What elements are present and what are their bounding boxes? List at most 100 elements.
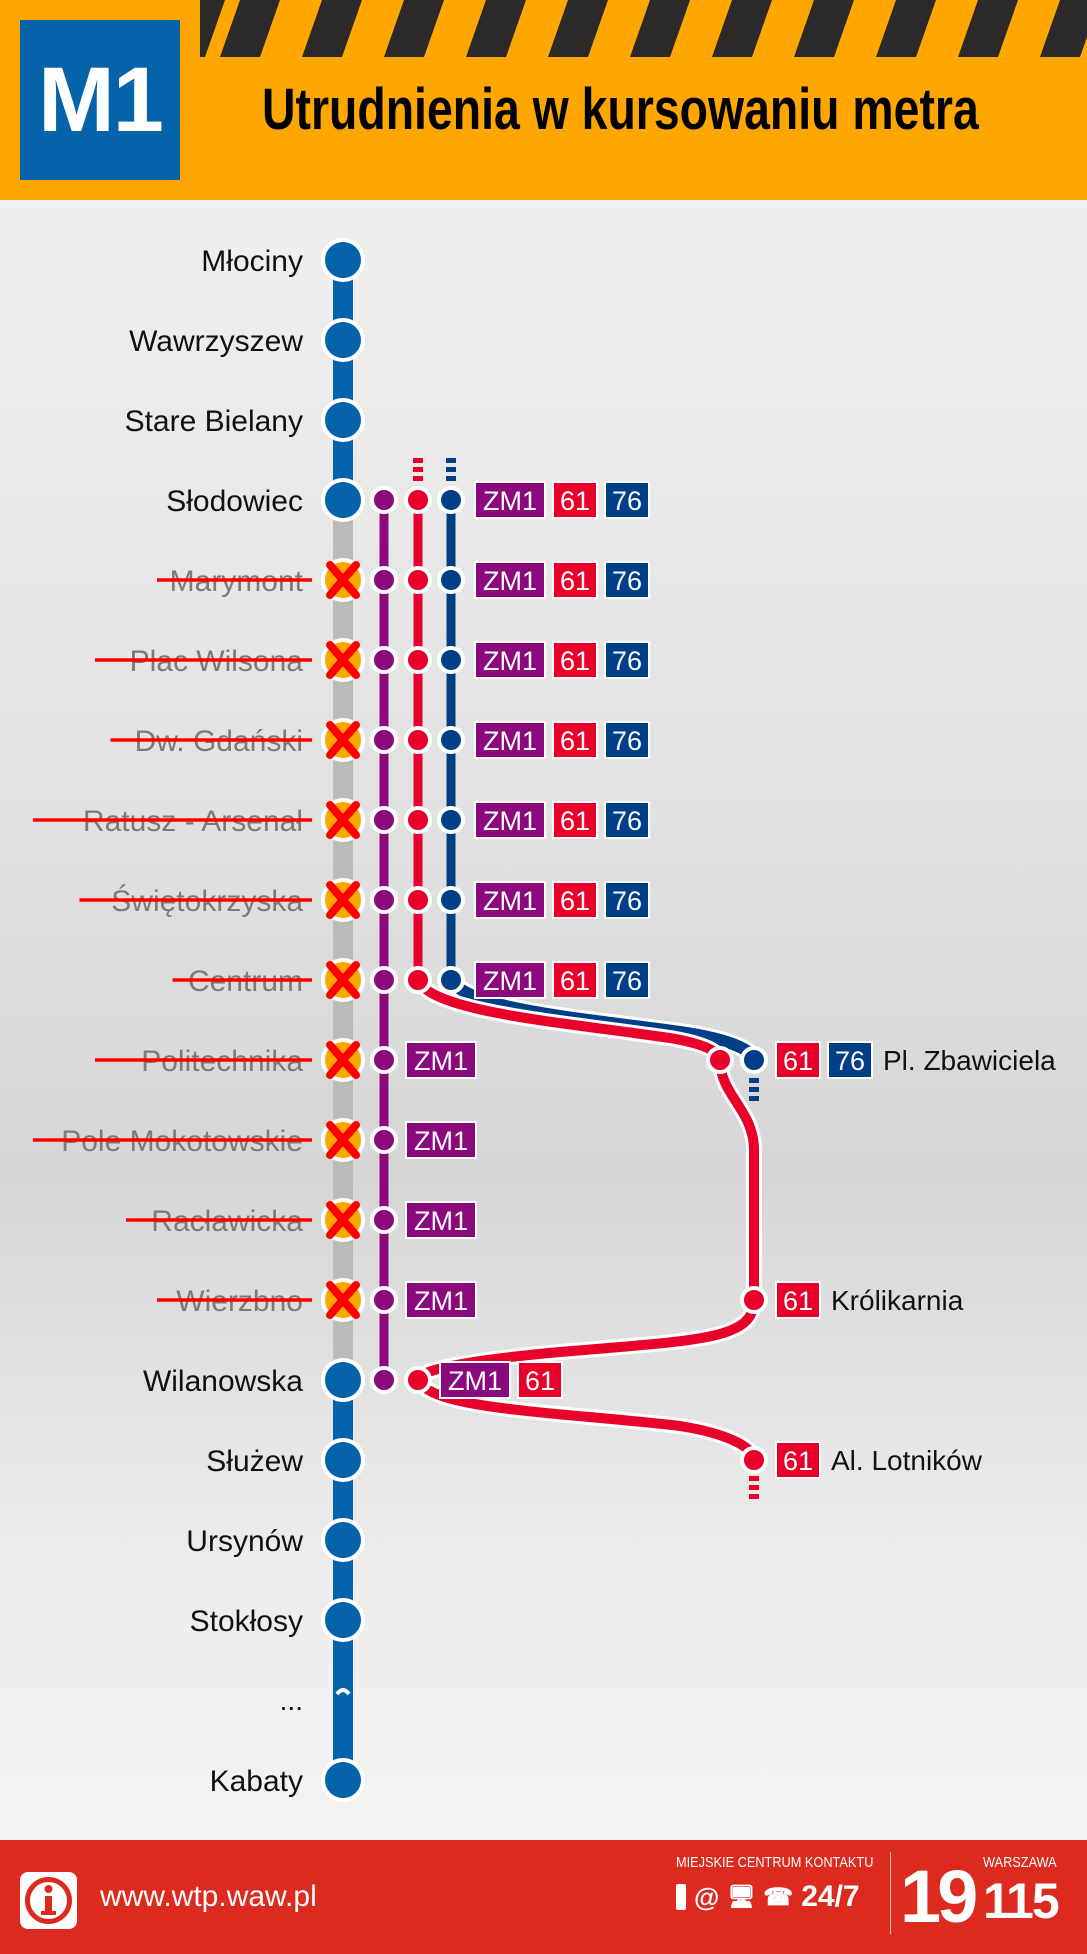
stripe	[384, 0, 444, 57]
line-badge-61: 61	[775, 1441, 821, 1479]
station-node	[321, 1598, 365, 1642]
route-76-continuation	[446, 458, 456, 463]
line-badge-61: 61	[552, 561, 598, 599]
badge-label: ZM1	[414, 1046, 468, 1076]
badge-bg	[407, 1123, 475, 1157]
route-76-continuation	[446, 476, 456, 481]
route-76-continuation	[749, 1096, 759, 1101]
availability: 24/7	[801, 1880, 860, 1913]
station-node	[321, 398, 365, 442]
stop-node-ZM1	[370, 646, 398, 674]
badge-label: 76	[612, 646, 642, 676]
stop-node-ZM1	[370, 886, 398, 914]
station-label: Stokłosy	[190, 1605, 303, 1638]
stop-node-ZM1	[370, 1366, 398, 1394]
line-badge-76: 76	[604, 481, 650, 519]
station-node	[321, 318, 365, 362]
closed-x-icon	[326, 1201, 360, 1239]
station-node	[321, 238, 365, 282]
stripe	[302, 0, 362, 57]
station-label: Stare Bielany	[125, 405, 303, 438]
badge-label: 76	[612, 566, 642, 596]
website-link[interactable]: www.wtp.waw.pl	[100, 1880, 317, 1913]
badge-label: ZM1	[448, 1366, 502, 1396]
badge-bg	[476, 723, 544, 757]
stripe	[200, 0, 225, 57]
closed-x-icon	[326, 1041, 360, 1079]
line-badge-ZM1: ZM1	[474, 561, 546, 599]
badge-label: 61	[783, 1446, 813, 1476]
stop-node-61	[404, 646, 432, 674]
badge-bg	[777, 1043, 819, 1077]
line-badge-76: 76	[827, 1041, 873, 1079]
route-61-continuation	[749, 1476, 759, 1481]
badge-bg	[554, 963, 596, 997]
line-badge-61: 61	[552, 481, 598, 519]
stop-node-76	[437, 966, 465, 994]
station-ellipsis: ...	[280, 1685, 303, 1716]
closed-x-icon	[326, 1281, 360, 1319]
stop-node-ZM1	[370, 806, 398, 834]
line-badge-61: 61	[552, 881, 598, 919]
badge-label: ZM1	[414, 1286, 468, 1316]
badge-label: 76	[612, 726, 642, 756]
station-node	[321, 1758, 365, 1802]
line-badge-61: 61	[775, 1041, 821, 1079]
badge-bg	[476, 563, 544, 597]
contact-channels: @ 🖥 ☎ 24/7	[676, 1880, 860, 1914]
stop-node-61	[404, 486, 432, 514]
badge-bg	[476, 963, 544, 997]
route-61-continuation	[749, 1494, 759, 1499]
page-title: Utrudnienia w kursowaniu metra	[262, 77, 979, 142]
route-61-continuation	[749, 1485, 759, 1490]
station-label: Młociny	[201, 245, 303, 278]
stop-node-76	[437, 646, 465, 674]
badge-label: 61	[783, 1046, 813, 1076]
stop-node-61	[740, 1446, 768, 1474]
hotline-number[interactable]: 115	[983, 1873, 1060, 1929]
station-label: Wilanowska	[143, 1365, 303, 1398]
stop-node-ZM1	[370, 486, 398, 514]
phone-icon	[676, 1884, 686, 1910]
route-61-continuation	[413, 476, 423, 481]
badge-bg	[606, 723, 648, 757]
badge-label: 61	[560, 486, 590, 516]
stop-node-61	[404, 966, 432, 994]
stop-node-ZM1	[370, 1206, 398, 1234]
stripe	[630, 0, 690, 57]
line-badge-61: 61	[552, 961, 598, 999]
telephone-icon: ☎	[763, 1883, 794, 1911]
line-badge-76: 76	[604, 721, 650, 759]
header: M1 Utrudnienia w kursowaniu metra	[0, 0, 1087, 200]
route-61-continuation	[413, 467, 423, 472]
badge-label: 61	[525, 1366, 555, 1396]
line-badge-ZM1: ZM1	[474, 641, 546, 679]
badge-bg	[554, 883, 596, 917]
badge-label: ZM1	[483, 966, 537, 996]
badge-bg	[554, 723, 596, 757]
station-node	[321, 1518, 365, 1562]
closed-x-icon	[326, 1121, 360, 1159]
badge-label: 76	[612, 806, 642, 836]
station-node	[321, 478, 365, 522]
badge-bg	[606, 803, 648, 837]
divider	[890, 1852, 891, 1934]
line-badge-ZM1: ZM1	[405, 1041, 477, 1079]
stripe	[958, 0, 1018, 57]
badge-label: 76	[612, 486, 642, 516]
stop-node-61	[404, 726, 432, 754]
line-badge-ZM1: ZM1	[474, 961, 546, 999]
line-badge-ZM1: ZM1	[474, 481, 546, 519]
closed-x-icon	[326, 801, 360, 839]
line-badge-ZM1: ZM1	[405, 1281, 477, 1319]
line-badge-76: 76	[604, 561, 650, 599]
stop-node-ZM1	[370, 1046, 398, 1074]
badge-bg	[476, 643, 544, 677]
badge-bg	[606, 643, 648, 677]
badge-bg	[407, 1043, 475, 1077]
station-label: Służew	[206, 1445, 303, 1478]
route-76-continuation	[749, 1078, 759, 1083]
line-badge: M1	[20, 20, 180, 180]
stop-node-61	[706, 1046, 734, 1074]
